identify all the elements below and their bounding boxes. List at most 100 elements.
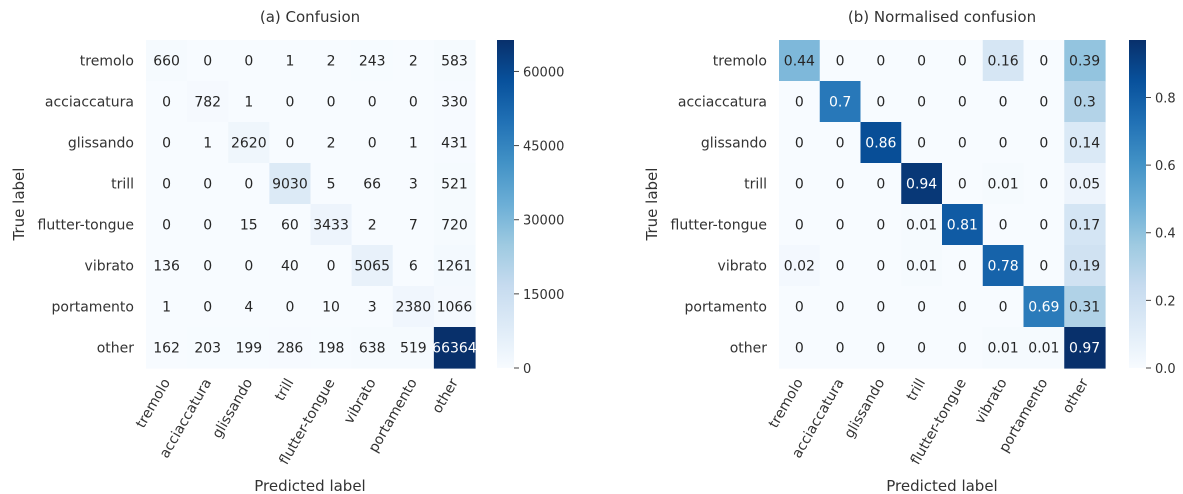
x-tick-label: glissando xyxy=(209,376,256,441)
heatmap-cell xyxy=(228,327,270,369)
heatmap-cell xyxy=(351,40,394,82)
cell-value-label: 330 xyxy=(441,95,468,111)
heatmap-cell xyxy=(819,81,862,123)
heatmap-cell xyxy=(146,81,188,123)
heatmap-cell xyxy=(351,81,394,123)
y-tick-label: tremolo xyxy=(713,54,767,70)
heatmap-cell xyxy=(982,286,1025,328)
heatmap-cell xyxy=(1023,327,1065,369)
heatmap-cell xyxy=(779,81,821,123)
cell-value-label: 162 xyxy=(153,341,180,357)
cell-value-label: 0 xyxy=(203,54,212,70)
heatmap-cell xyxy=(819,122,862,164)
heatmap-cell xyxy=(982,81,1025,123)
heatmap-cell xyxy=(901,245,943,287)
heatmap-cell xyxy=(310,40,353,82)
cell-value-label: 0.94 xyxy=(906,177,937,193)
colorbar xyxy=(1129,40,1146,368)
cell-value-label: 0 xyxy=(285,136,294,152)
heatmap-cell xyxy=(269,327,312,369)
cell-value-label: 0 xyxy=(162,177,171,193)
cell-value-label: 0 xyxy=(876,300,885,316)
cell-value-label: 0 xyxy=(203,177,212,193)
heatmap-cell xyxy=(310,286,353,328)
heatmap-cell xyxy=(860,81,902,123)
heatmap-cell xyxy=(819,40,862,82)
cell-value-label: 0 xyxy=(327,259,336,275)
colorbar-tick-label: 0.8 xyxy=(1155,91,1176,106)
cell-value-label: 0 xyxy=(876,54,885,70)
cell-value-label: 0 xyxy=(368,136,377,152)
cell-value-label: 0 xyxy=(203,300,212,316)
cell-value-label: 0 xyxy=(958,259,967,275)
heatmap-cell xyxy=(269,163,312,205)
colorbar-tick-label: 30000 xyxy=(523,214,564,229)
heatmap-cell xyxy=(1023,81,1065,123)
heatmap-cell xyxy=(433,122,476,164)
heatmap-cell xyxy=(310,245,353,287)
cell-value-label: 0.7 xyxy=(829,95,851,111)
cell-value-label: 0.81 xyxy=(947,218,978,234)
heatmap-cell xyxy=(351,163,394,205)
cell-value-label: 0 xyxy=(1039,259,1048,275)
cell-value-label: 2 xyxy=(327,54,336,70)
colorbar-tick-label: 0.4 xyxy=(1155,227,1176,242)
cell-value-label: 66 xyxy=(363,177,381,193)
heatmap-cell xyxy=(1064,245,1106,287)
cell-value-label: 0 xyxy=(285,95,294,111)
heatmap-cell xyxy=(351,122,394,164)
cell-value-label: 15 xyxy=(240,218,258,234)
y-tick-label: glissando xyxy=(701,136,767,152)
heatmap-cell xyxy=(982,163,1025,205)
heatmap-cell xyxy=(819,163,862,205)
heatmap-cell xyxy=(942,40,984,82)
cell-value-label: 0.01 xyxy=(988,341,1019,357)
cell-value-label: 0 xyxy=(958,341,967,357)
colorbar-ticks: 0.0 0.2 0.4 0.6 0.8 xyxy=(1146,91,1176,377)
heatmap-cell xyxy=(269,40,312,82)
cell-value-label: 0 xyxy=(409,95,418,111)
heatmap-cell xyxy=(819,204,862,246)
heatmap-cell xyxy=(310,81,353,123)
cell-value-label: 199 xyxy=(235,341,262,357)
cell-value-label: 0 xyxy=(795,177,804,193)
cell-value-label: 583 xyxy=(441,54,468,70)
heatmap-cell xyxy=(901,163,943,205)
y-tick-labels: tremolo acciaccatura glissando trill flutter… xyxy=(671,54,768,357)
heatmap-cell xyxy=(860,163,902,205)
cell-value-label: 0 xyxy=(1039,95,1048,111)
heatmap-cell xyxy=(901,286,943,328)
heatmap-cell xyxy=(433,245,476,287)
cell-value-label: 0.78 xyxy=(988,259,1019,275)
cell-value-label: 0 xyxy=(999,300,1008,316)
cell-value-label: 0.16 xyxy=(988,54,1019,70)
heatmap-cell xyxy=(942,286,984,328)
cell-value-label: 0 xyxy=(836,300,845,316)
y-axis-label: True label xyxy=(10,168,28,242)
cell-value-label: 0 xyxy=(917,341,926,357)
cell-value-label: 3 xyxy=(409,177,418,193)
cell-value-label: 0.39 xyxy=(1069,54,1100,70)
cell-value-label: 0 xyxy=(1039,177,1048,193)
cell-value-label: 0 xyxy=(836,259,845,275)
cell-value-label: 521 xyxy=(441,177,468,193)
cell-value-label: 1 xyxy=(244,95,253,111)
heatmap-cell xyxy=(228,122,270,164)
cell-value-label: 0.17 xyxy=(1069,218,1100,234)
heatmap-cell xyxy=(187,81,229,123)
cell-value-label: 0 xyxy=(836,218,845,234)
cell-value-label: 2620 xyxy=(231,136,267,152)
heatmap-cell xyxy=(942,245,984,287)
heatmap-cell xyxy=(819,245,862,287)
cell-value-label: 0 xyxy=(244,54,253,70)
heatmap-cell xyxy=(860,122,902,164)
heatmap-cell xyxy=(901,204,943,246)
heatmap-cell xyxy=(310,204,353,246)
cell-value-label: 0 xyxy=(876,177,885,193)
cell-value-label: 0 xyxy=(795,341,804,357)
heatmap-cell xyxy=(942,204,984,246)
x-tick-label: vibrato xyxy=(341,376,380,427)
cell-value-label: 638 xyxy=(359,341,386,357)
x-tick-label: trill xyxy=(272,376,297,404)
